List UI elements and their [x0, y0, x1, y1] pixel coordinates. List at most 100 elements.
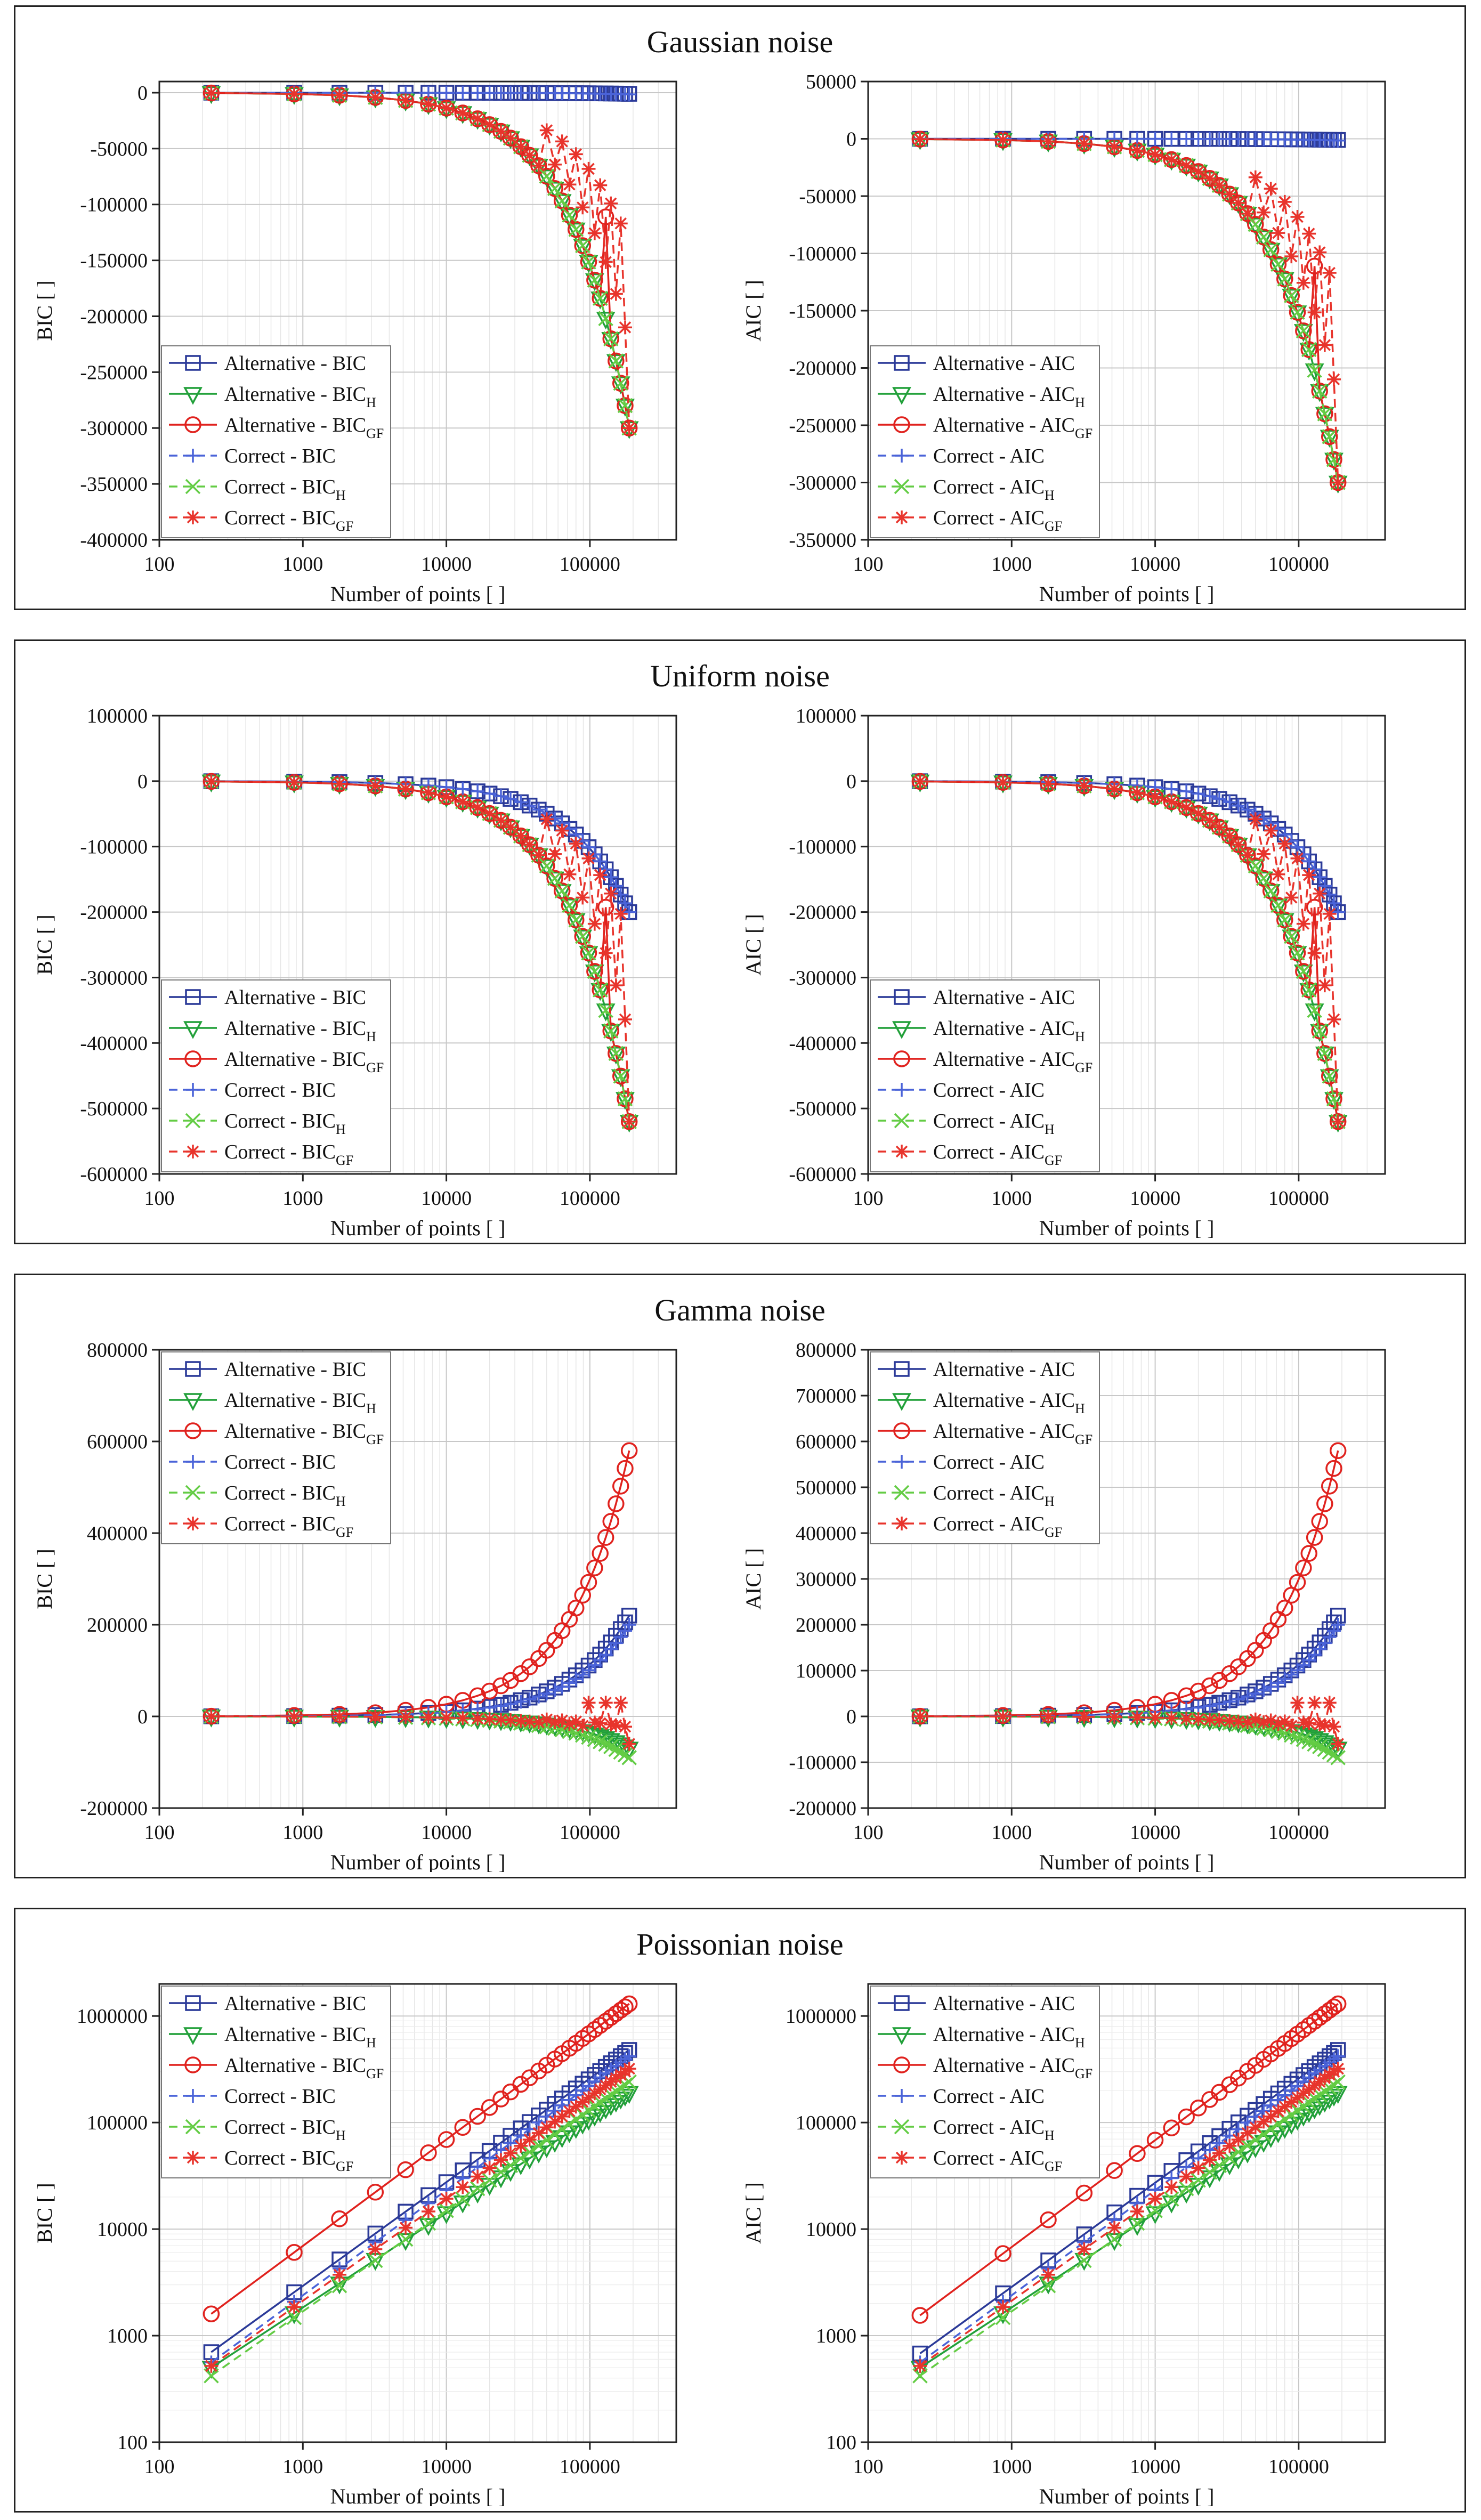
- data-point: [368, 779, 383, 793]
- chart-svg: 100 1000 10000 100000 0 -50000 -100000 -150000 -…: [33, 80, 677, 604]
- data-point: [1248, 2120, 1263, 2135]
- data-point: [621, 1750, 637, 1765]
- data-point: [1212, 820, 1226, 834]
- data-point: [1257, 205, 1271, 220]
- series-line: [920, 1615, 1339, 1717]
- data-point: [1255, 228, 1272, 246]
- y-tick-label: 100000: [796, 1660, 856, 1682]
- data-point: [1202, 789, 1217, 804]
- data-point: [1316, 1495, 1333, 1512]
- data-point: [1178, 2181, 1194, 2197]
- data-point: [1245, 217, 1265, 236]
- data-point: [613, 906, 628, 921]
- x-tick-label: 100: [853, 553, 884, 576]
- legend: Alternative - AIC Alternative - AICH Alter…: [870, 1986, 1100, 2178]
- legend-label: Correct - AICH: [933, 1110, 1055, 1137]
- data-point: [612, 1478, 629, 1495]
- data-point: [593, 2082, 608, 2096]
- legend-marker: [185, 1485, 201, 1501]
- data-point: [603, 331, 619, 346]
- data-point: [1275, 272, 1294, 290]
- data-point: [1201, 1677, 1218, 1695]
- data-point: [1247, 1642, 1264, 1659]
- legend-label: Alternative - BICH: [224, 2023, 376, 2051]
- data-point: [1221, 827, 1238, 845]
- data-point: [617, 1460, 634, 1477]
- data-point: [994, 2245, 1011, 2262]
- data-point: [1284, 249, 1299, 264]
- data-point: [456, 86, 470, 100]
- data-point: [1306, 257, 1323, 275]
- data-point: [1295, 2021, 1312, 2038]
- data-point: [1277, 912, 1293, 928]
- legend-marker: [186, 1517, 200, 1530]
- data-point: [456, 1711, 470, 1725]
- data-point: [493, 789, 508, 804]
- data-point: [1164, 2191, 1179, 2207]
- data-point: [1329, 1995, 1347, 2013]
- data-point: [1329, 1442, 1347, 1459]
- data-point: [552, 884, 572, 902]
- data-point: [333, 88, 347, 102]
- data-point: [531, 803, 546, 817]
- y-tick-label: -200000: [789, 902, 856, 924]
- data-point: [603, 1739, 619, 1755]
- data-point: [368, 1709, 383, 1724]
- data-point: [1326, 1012, 1341, 1026]
- data-point: [514, 1695, 528, 1709]
- legend-item-cor: Correct - AIC: [878, 1079, 1045, 1101]
- data-point: [1311, 383, 1328, 400]
- x-tick-label: 100000: [560, 553, 620, 576]
- bic-chart: 100 1000 10000 100000 100000 0 -100000 -200000 -…: [26, 700, 719, 1238]
- data-point: [1041, 1709, 1056, 1724]
- data-point: [1223, 1714, 1237, 1728]
- legend-label: Correct - BICH: [224, 1482, 346, 1509]
- y-tick-label: 600000: [87, 1431, 148, 1453]
- chart-svg: 100 1000 10000 100000 1000000 100000 10000 1000…: [33, 1983, 677, 2506]
- data-point: [555, 2109, 569, 2124]
- y-tick-label: -100000: [789, 836, 856, 858]
- data-point: [331, 2278, 347, 2294]
- legend-item-cor: Correct - AIC: [878, 445, 1045, 467]
- y-tick-label: 0: [846, 1706, 856, 1728]
- legend-box: [870, 345, 1100, 538]
- data-point: [1231, 1692, 1245, 1706]
- plot-area: [201, 773, 639, 1133]
- data-point: [539, 858, 555, 874]
- data-point: [482, 806, 497, 821]
- y-tick-label: 200000: [796, 1614, 856, 1636]
- y-tick-label: -200000: [80, 1797, 148, 1820]
- y-tick-label: 800000: [87, 1339, 148, 1362]
- data-point: [622, 905, 636, 919]
- data-point: [547, 871, 563, 886]
- legend-label: Alternative - BICH: [224, 1017, 376, 1044]
- data-point: [1321, 1478, 1338, 1495]
- data-point: [1317, 338, 1332, 352]
- data-point: [622, 2062, 636, 2076]
- data-point: [585, 965, 604, 983]
- data-point: [1284, 288, 1299, 303]
- data-point: [608, 1045, 625, 1062]
- data-point: [1106, 2162, 1123, 2179]
- legend-label: Alternative - AICGF: [933, 2054, 1092, 2081]
- y-axis-label: BIC [ ]: [33, 280, 56, 341]
- data-point: [609, 2071, 623, 2085]
- y-tick-label: -200000: [789, 358, 856, 380]
- legend-label: Correct - AICGF: [933, 1141, 1062, 1168]
- data-point: [1284, 1719, 1299, 1733]
- data-point: [287, 87, 302, 101]
- x-tick-label: 100: [853, 1821, 884, 1844]
- data-point: [562, 177, 577, 192]
- legend-marker: [893, 1050, 910, 1067]
- data-point: [592, 2017, 609, 2034]
- panel-title: Gamma noise: [654, 1293, 826, 1327]
- data-point: [503, 820, 517, 834]
- data-point: [1325, 451, 1342, 468]
- data-point: [1268, 257, 1288, 276]
- chart-svg: 100 1000 10000 100000 1000000 100000 10000 1000…: [741, 1983, 1386, 2506]
- data-point: [1202, 171, 1217, 185]
- legend-label: Correct - BIC: [224, 1079, 336, 1101]
- data-point: [1191, 2173, 1206, 2188]
- x-axis-label: Number of points [ ]: [1039, 2484, 1215, 2506]
- legend-item-cor_h: Correct - AICH: [878, 1482, 1055, 1509]
